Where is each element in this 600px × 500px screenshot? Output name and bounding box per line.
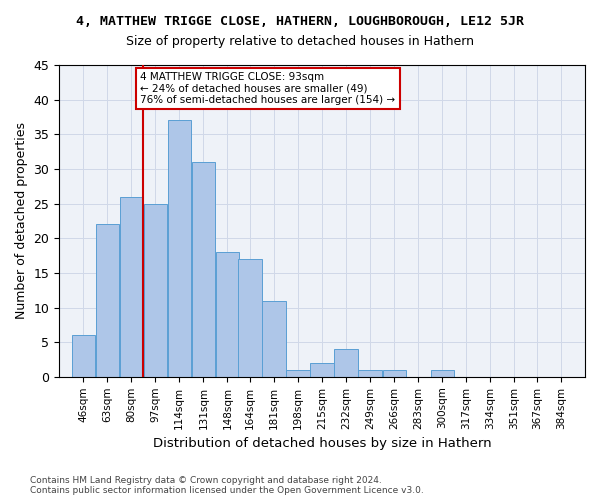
Bar xyxy=(191,162,215,377)
Text: 4, MATTHEW TRIGGE CLOSE, HATHERN, LOUGHBOROUGH, LE12 5JR: 4, MATTHEW TRIGGE CLOSE, HATHERN, LOUGHB… xyxy=(76,15,524,28)
Text: Size of property relative to detached houses in Hathern: Size of property relative to detached ho… xyxy=(126,35,474,48)
Bar xyxy=(358,370,382,377)
Bar xyxy=(216,252,239,377)
Bar xyxy=(262,300,286,377)
Y-axis label: Number of detached properties: Number of detached properties xyxy=(15,122,28,320)
Bar xyxy=(119,196,143,377)
Text: Contains HM Land Registry data © Crown copyright and database right 2024.
Contai: Contains HM Land Registry data © Crown c… xyxy=(30,476,424,495)
Bar xyxy=(431,370,454,377)
Bar xyxy=(286,370,310,377)
Bar xyxy=(310,363,334,377)
Bar xyxy=(143,204,167,377)
X-axis label: Distribution of detached houses by size in Hathern: Distribution of detached houses by size … xyxy=(153,437,491,450)
Bar xyxy=(334,349,358,377)
Bar xyxy=(95,224,119,377)
Bar xyxy=(71,335,95,377)
Bar xyxy=(238,259,262,377)
Text: 4 MATTHEW TRIGGE CLOSE: 93sqm
← 24% of detached houses are smaller (49)
76% of s: 4 MATTHEW TRIGGE CLOSE: 93sqm ← 24% of d… xyxy=(140,72,395,105)
Bar xyxy=(383,370,406,377)
Bar xyxy=(167,120,191,377)
